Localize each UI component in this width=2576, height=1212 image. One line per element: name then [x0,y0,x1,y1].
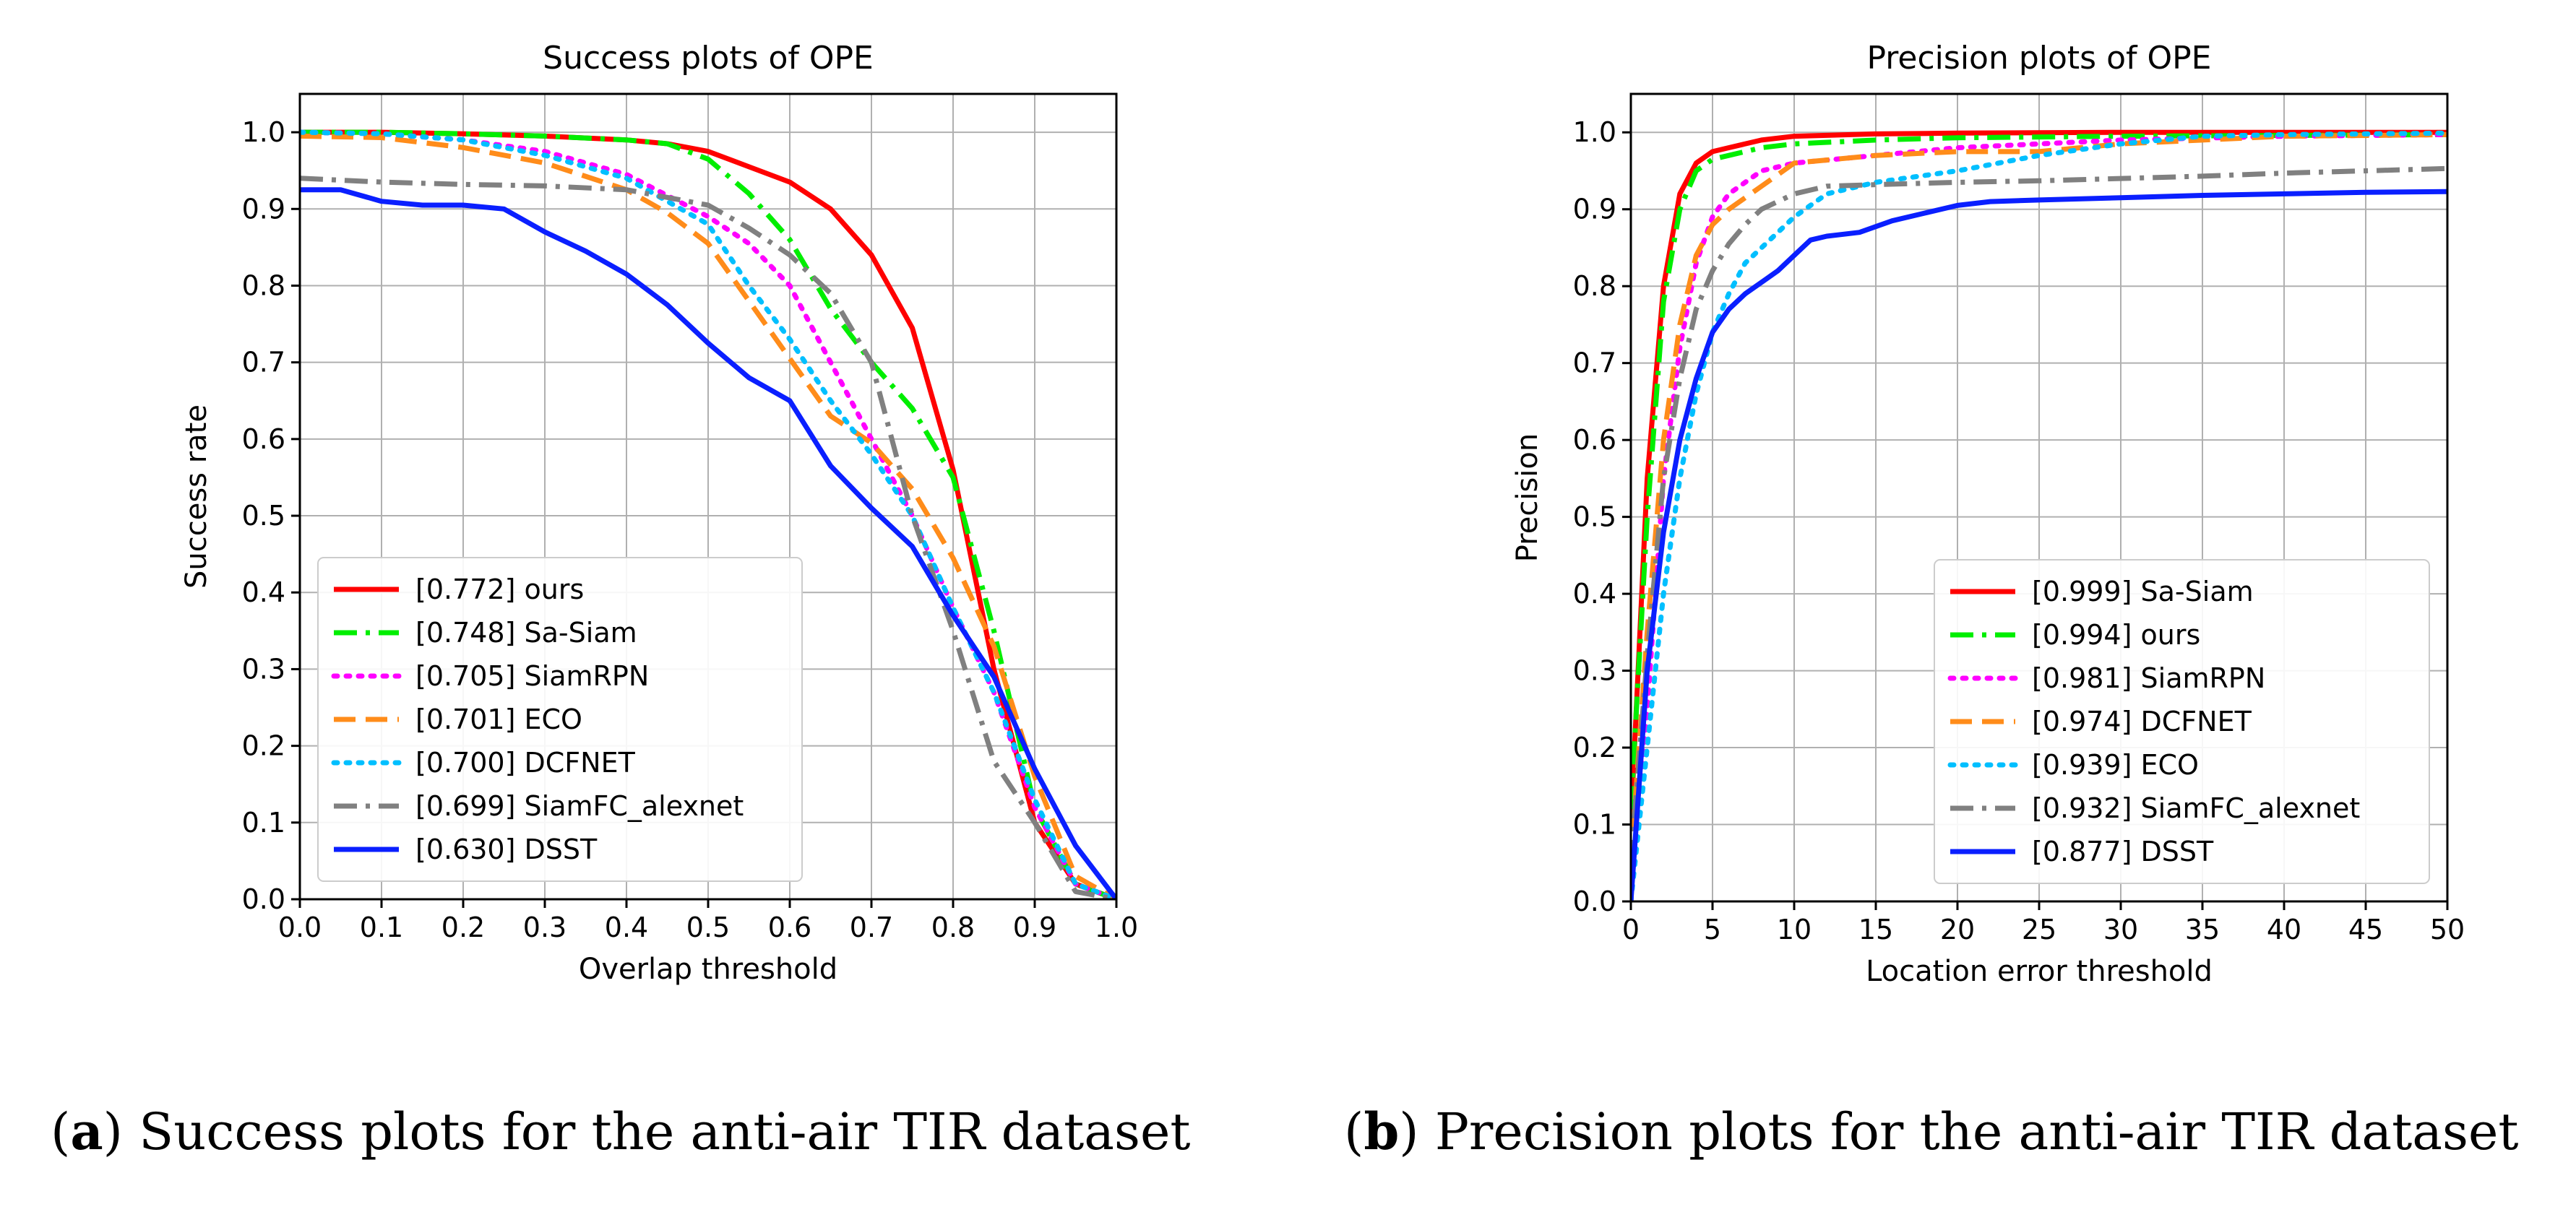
series-line-5 [300,176,1116,899]
x-tick-label: 10 [1777,914,1812,945]
caption-a: (a) Success plots for the anti-air TIR d… [51,1101,1191,1161]
legend-entry-2: [0.705] SiamRPN [415,660,649,692]
series-line-6 [300,187,1116,899]
y-tick-label: 0.4 [1573,578,1616,610]
series-line-0 [300,129,1116,899]
legend-entry-2: [0.981] SiamRPN [2032,662,2265,694]
legend-entry-0: [0.772] ours [415,573,584,605]
legend: [0.999] Sa-Siam [0.994] ours [0.981] SiamR… [1934,559,2430,884]
x-axis-label: Location error threshold [1866,955,2213,988]
x-tick-label: 0.5 [686,912,730,943]
y-axis-label: Success rate [180,404,213,589]
series-line-5 [1631,165,2447,864]
y-tick-label: 0.9 [1573,194,1616,225]
legend-entry-6: [0.630] DSST [415,834,598,865]
y-tick-label: 0.0 [242,883,285,915]
series-group [300,129,1116,899]
y-tick-label: 0.4 [242,576,285,608]
legend-entry-6: [0.877] DSST [2032,836,2214,867]
y-tick-label: 0.7 [242,347,285,378]
y-tick-label: 0.1 [1573,809,1616,841]
success-plot: 0.0 0.1 0.2 0.3 0.4 0.5 0.6 0.7 0.8 0.9 1.0 0.0 0.1 0… [180,40,1138,986]
chart-title: Precision plots of OPE [1867,40,2212,77]
y-tick-label: 1.0 [1573,116,1616,148]
x-tick-label: 40 [2267,914,2301,945]
x-tick-label: 45 [2348,914,2383,945]
legend-entry-3: [0.701] ECO [415,704,582,735]
caption-b: (b) Precision plots for the anti-air TIR… [1344,1101,2519,1161]
x-tick-label: 50 [2430,914,2465,945]
x-tick-label: 0 [1622,914,1640,945]
series-line-1 [300,129,1116,899]
y-tick-label: 0.0 [1573,886,1616,917]
y-tick-label: 0.2 [242,730,285,762]
legend-entry-1: [0.994] ours [2032,619,2200,651]
caption-b-label: b [1364,1101,1400,1161]
y-tick-label: 0.2 [1573,732,1616,763]
x-tick-label: 15 [1858,914,1893,945]
x-tick-label: 0.0 [278,912,322,943]
x-tick-label: 0.7 [850,912,893,943]
y-tick-label: 0.5 [242,500,285,532]
caption-a-text: Success plots for the anti-air TIR datas… [139,1102,1191,1161]
y-tick-label: 1.0 [242,116,285,148]
x-axis-label: Overlap threshold [579,953,837,986]
y-tick-label: 0.3 [1573,655,1616,687]
y-tick-label: 0.6 [242,423,285,455]
y-tick-label: 0.8 [1573,270,1616,302]
legend: [0.772] ours [0.748] Sa-Siam [0.705] SiamR… [317,557,803,882]
series-line-0 [1631,129,2447,825]
series-group [1631,129,2447,901]
y-tick-label: 0.6 [1573,424,1616,456]
x-tick-label: 0.8 [931,912,975,943]
legend-entry-4: [0.939] ECO [2032,749,2199,781]
x-tick-label: 35 [2185,914,2220,945]
legend-entry-5: [0.932] SiamFC_alexnet [2032,792,2360,824]
x-tick-label: 0.9 [1013,912,1056,943]
x-tick-label: 0.4 [605,912,648,943]
legend-entry-0: [0.999] Sa-Siam [2032,576,2254,607]
caption-a-label: a [70,1101,103,1161]
series-line-4 [1631,130,2447,901]
series-line-1 [1631,131,2447,810]
legend-box [317,557,803,882]
precision-plot: 0 5 10 15 20 25 30 35 40 45 50 0.0 0.1 0.2 0.3 0.4 0.5 0.… [1511,40,2465,988]
legend-box [1934,559,2430,884]
x-tick-label: 0.1 [360,912,403,943]
series-line-4 [300,129,1116,899]
y-tick-label: 0.1 [242,807,285,839]
y-tick-label: 0.5 [1573,501,1616,533]
caption-b-text: Precision plots for the anti-air TIR dat… [1434,1102,2519,1161]
legend-entry-3: [0.974] DCFNET [2032,706,2252,737]
x-tick-label: 1.0 [1095,912,1138,943]
y-tick-label: 0.8 [242,269,285,301]
x-tick-label: 0.6 [768,912,811,943]
series-line-6 [1631,189,2447,901]
y-tick-label: 0.7 [1573,347,1616,379]
x-tick-label: 25 [2022,914,2056,945]
x-tick-label: 5 [1704,914,1721,945]
chart-title: Success plots of OPE [543,40,874,77]
x-tick-label: 0.2 [441,912,485,943]
x-tick-label: 20 [1940,914,1975,945]
y-tick-label: 0.3 [242,653,285,685]
legend-entry-4: [0.700] DCFNET [415,747,636,779]
x-tick-label: 0.3 [523,912,567,943]
legend-entry-5: [0.699] SiamFC_alexnet [415,790,744,822]
legend-entry-1: [0.748] Sa-Siam [415,617,637,649]
y-tick-label: 0.9 [242,193,285,225]
x-tick-label: 30 [2103,914,2138,945]
y-axis-label: Precision [1511,433,1544,562]
